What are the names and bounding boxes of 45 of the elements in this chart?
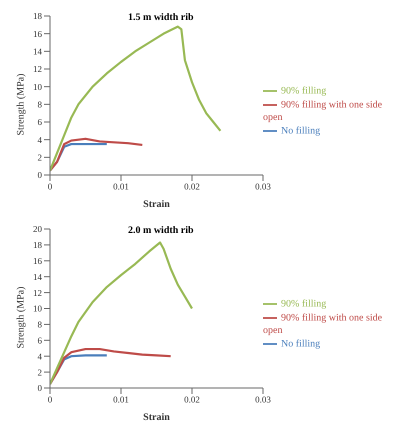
y-tick-label: 16 xyxy=(33,28,42,39)
y-tick-label: 18 xyxy=(33,11,42,22)
y-tick-label: 8 xyxy=(38,320,42,330)
x-tick-label: 0.02 xyxy=(184,181,200,192)
y-tick-label: 16 xyxy=(33,256,42,266)
y-tick-label: 14 xyxy=(33,46,42,57)
y-tick-label: 12 xyxy=(33,288,42,298)
legend-label: 90% filling xyxy=(281,84,326,96)
y-tick-label: 2 xyxy=(38,152,42,163)
legend-label: 90% filling with one side open xyxy=(263,98,382,122)
chart-title: 2.0 m width rib xyxy=(128,225,194,236)
y-axis-title: Strength (MPa) xyxy=(16,74,27,136)
y-tick-label: 0 xyxy=(38,170,42,180)
line-series xyxy=(50,26,222,172)
y-tick-label: 14 xyxy=(33,272,42,282)
legend-label: 90% filling xyxy=(281,298,326,309)
y-tick-label: 20 xyxy=(33,224,42,234)
legend-label: 90% filling with one side open xyxy=(263,312,382,336)
x-tick-label: 0 xyxy=(48,394,53,404)
line-series xyxy=(50,348,172,386)
x-axis-title: Strain xyxy=(143,412,170,423)
x-tick-label: 0.01 xyxy=(113,394,129,404)
y-tick-label: 10 xyxy=(33,82,42,92)
line-series xyxy=(50,138,144,172)
y-tick-label: 4 xyxy=(38,134,42,145)
legend-label: No filling xyxy=(281,338,320,349)
x-tick-label: 0.02 xyxy=(184,394,200,404)
y-tick-label: 6 xyxy=(38,335,42,346)
y-tick-label: 6 xyxy=(38,117,42,128)
y-tick-label: 12 xyxy=(33,64,42,74)
y-tick-label: 8 xyxy=(38,100,42,110)
y-tick-label: 18 xyxy=(33,240,42,250)
x-tick-label: 0.03 xyxy=(255,181,272,192)
chart-title: 1.5 m width rib xyxy=(128,12,194,23)
x-tick-label: 0 xyxy=(48,181,53,192)
x-axis-title: Strain xyxy=(143,199,170,210)
x-tick-label: 0.01 xyxy=(113,181,129,192)
line-series xyxy=(50,241,194,386)
legend-label: No filling xyxy=(281,124,320,136)
y-axis-title: Strength (MPa) xyxy=(16,286,27,348)
y-tick-label: 4 xyxy=(38,351,42,362)
y-tick-label: 10 xyxy=(33,304,42,314)
y-tick-label: 0 xyxy=(38,383,42,394)
y-tick-label: 2 xyxy=(38,367,42,378)
x-tick-label: 0.03 xyxy=(255,394,272,404)
